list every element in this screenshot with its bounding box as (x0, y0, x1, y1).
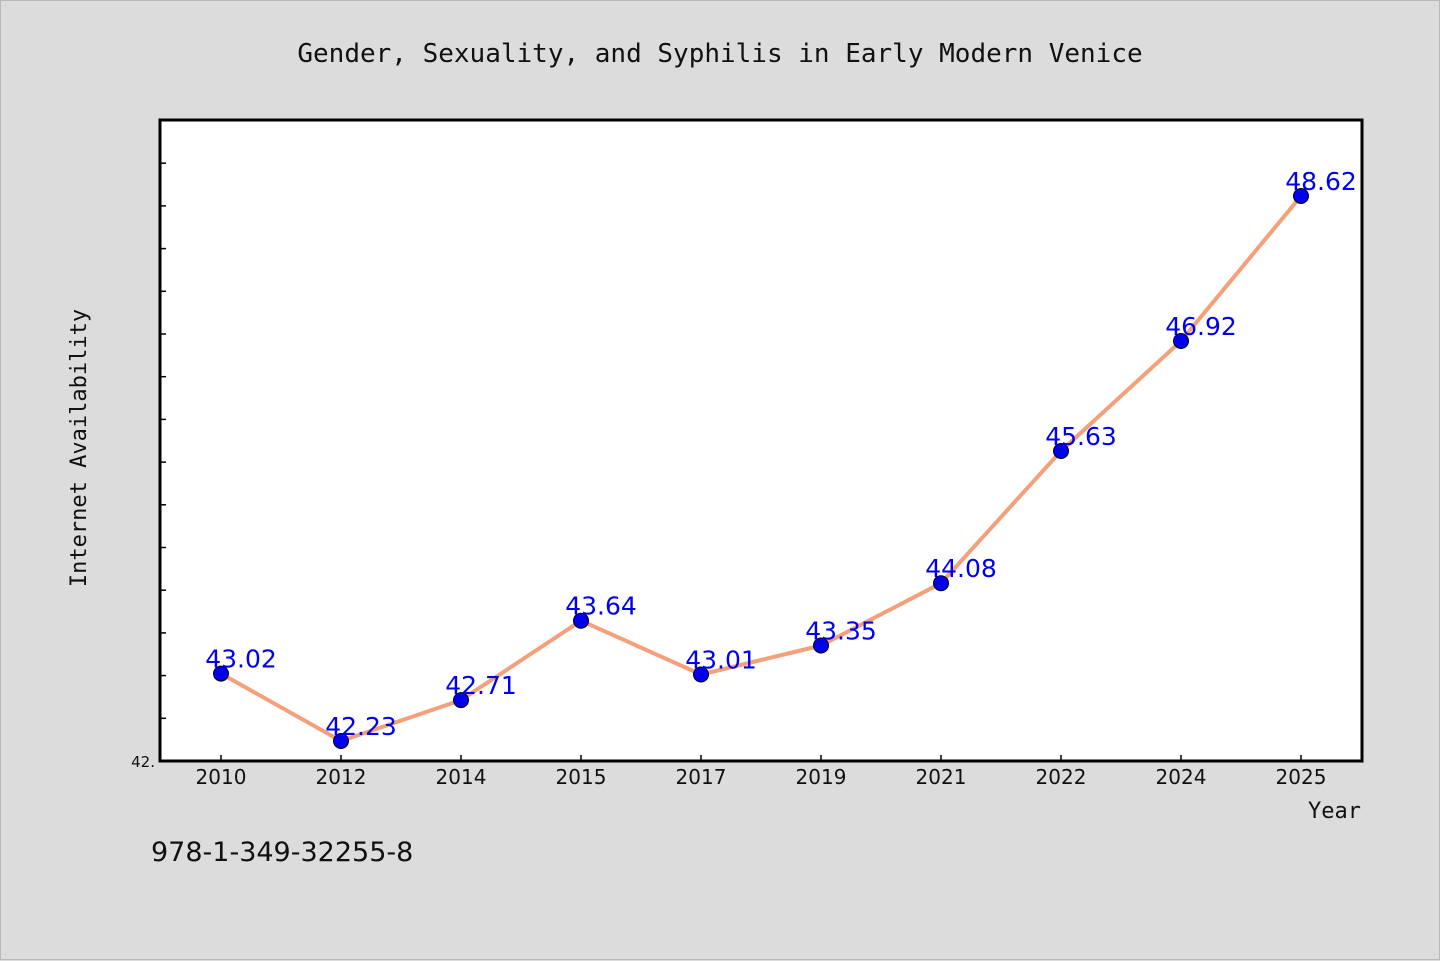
x-tick-label: 2012 (316, 765, 367, 789)
y-tick-label: 42. (131, 753, 155, 771)
data-point (1053, 443, 1069, 459)
x-tick-label: 2019 (796, 765, 847, 789)
x-tick-label: 2015 (556, 765, 607, 789)
data-point (1173, 333, 1189, 349)
data-point (1293, 188, 1309, 204)
plot-area (158, 118, 1364, 763)
data-label: 42.71 (445, 671, 517, 700)
isbn-code: 978-1-349-32255-8 (151, 837, 414, 868)
x-tick-label: 2010 (196, 765, 247, 789)
data-label: 46.92 (1165, 312, 1237, 341)
y-axis-label: Internet Availability (67, 309, 92, 587)
data-label: 48.62 (1285, 167, 1357, 196)
x-tick-label: 2024 (1156, 765, 1207, 789)
data-label: 43.35 (805, 617, 877, 646)
chart-title: Gender, Sexuality, and Syphilis in Early… (297, 39, 1142, 69)
series-layer: 43.02 42.23 42.71 43.64 43.01 43.35 44.08 45.63… (205, 167, 1357, 749)
x-tick-label: 2021 (916, 765, 967, 789)
series-line (219, 194, 1303, 743)
data-point (333, 733, 349, 749)
data-label: 45.63 (1045, 422, 1117, 451)
x-tick-label: 2014 (436, 765, 487, 789)
data-point (213, 665, 229, 682)
y-axis-ticks (160, 119, 166, 720)
data-point (693, 666, 709, 683)
data-point (453, 692, 469, 709)
data-label: 43.01 (685, 646, 757, 675)
x-tick-label: 2022 (1036, 765, 1087, 789)
x-tick-label: 2025 (1276, 765, 1327, 789)
x-axis-label: Year (1308, 799, 1361, 824)
data-label: 43.64 (565, 592, 637, 621)
data-label: 42.23 (325, 712, 397, 741)
data-point (933, 575, 949, 592)
data-label: 43.02 (205, 645, 277, 674)
data-point (573, 612, 589, 629)
data-point (813, 637, 829, 654)
x-axis-ticks: 2010 2012 2014 2015 2017 2019 2021 2022 2024 2025 (196, 755, 1327, 789)
data-label: 44.08 (925, 554, 997, 583)
x-tick-label: 2017 (676, 765, 727, 789)
